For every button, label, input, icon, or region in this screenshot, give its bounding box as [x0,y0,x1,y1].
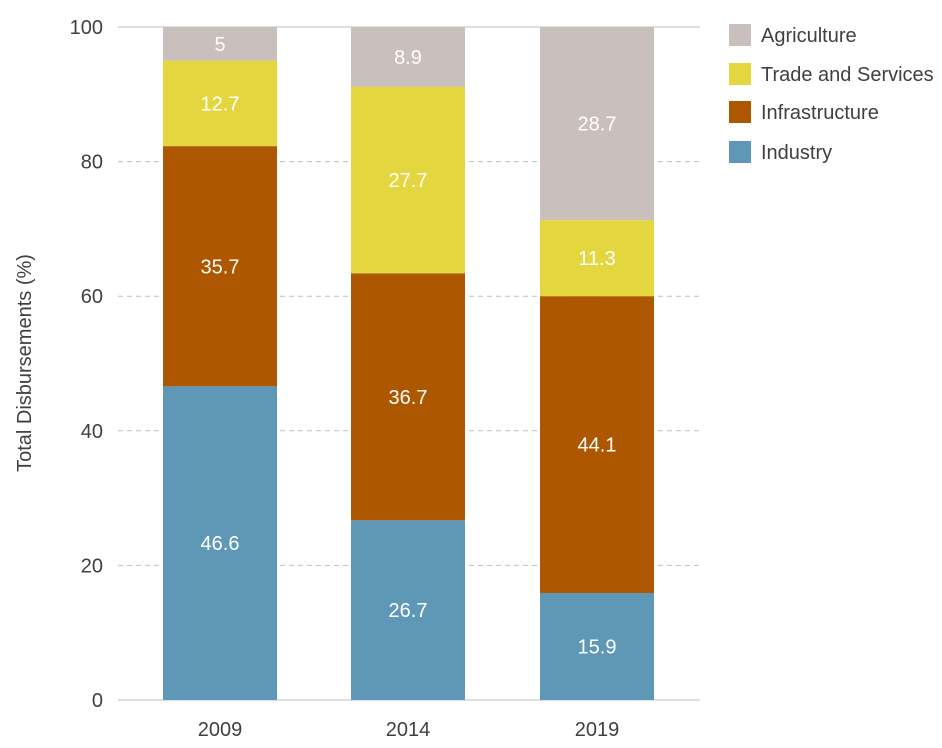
legend-label: Industry [761,142,832,164]
legend-item: Infrastructure [729,101,879,124]
legend-item: Agriculture [729,24,857,47]
legend-swatch [729,101,751,123]
bar-segment [540,27,654,221]
data-label: 8.9 [394,47,422,69]
data-label: 12.7 [201,93,240,115]
data-label: 26.7 [389,600,428,622]
bar-stack: 15.9 44.1 11.3 28.7 [540,27,654,700]
bar-segment [163,386,277,700]
legend-item: Industry [729,141,832,164]
bar-segment [351,273,465,521]
bar-segment [163,146,277,387]
data-label: 15.9 [578,636,617,658]
data-label: 27.7 [389,170,428,192]
bar-segment [163,60,277,147]
bar-stack: 26.7 36.7 27.7 8.9 [351,27,465,700]
bar-segment [163,27,277,61]
legend-swatch [729,24,751,46]
data-label: 28.7 [578,114,617,136]
bar-stack: 46.6 35.7 12.7 5 [163,27,277,700]
bar-segment [540,220,654,297]
bars: 46.6 35.7 12.7 5 26.7 36.7 27.7 8.9 15.9 44.1 11.3… [163,27,654,700]
legend-label: Agriculture [761,25,857,47]
legend-label: Trade and Services [761,64,934,86]
legend-swatch [729,141,751,163]
data-label: 46.6 [201,533,240,555]
y-tick-label: 100 [70,17,103,39]
y-tick-label: 0 [92,690,103,712]
y-tick-label: 60 [81,286,103,308]
data-label: 36.7 [389,387,428,409]
x-tick-label: 2014 [386,719,431,741]
data-label: 11.3 [578,248,615,270]
y-tick-label: 20 [81,555,103,577]
legend-label: Infrastructure [761,102,879,124]
data-label: 44.1 [578,435,617,457]
x-tick-label: 2019 [575,719,620,741]
y-axis-ticks: 0 20 40 60 80 100 [70,17,103,712]
y-tick-label: 80 [81,152,103,174]
bar-segment [351,86,465,274]
y-tick-label: 40 [81,421,103,443]
bar-segment [351,27,465,87]
x-axis-ticks: 2009 2014 2019 [198,719,620,741]
legend-item: Trade and Services [729,63,934,86]
bar-segment [351,520,465,700]
x-tick-label: 2009 [198,719,243,741]
legend-swatch [729,63,751,85]
y-axis-label: Total Disbursements (%) [14,254,36,472]
bar-segment [540,296,654,593]
bar-segment [540,592,654,700]
data-label: 35.7 [201,256,240,278]
legend: Agriculture Trade and Services Infrastruct… [729,24,934,164]
data-label: 5 [214,34,225,56]
